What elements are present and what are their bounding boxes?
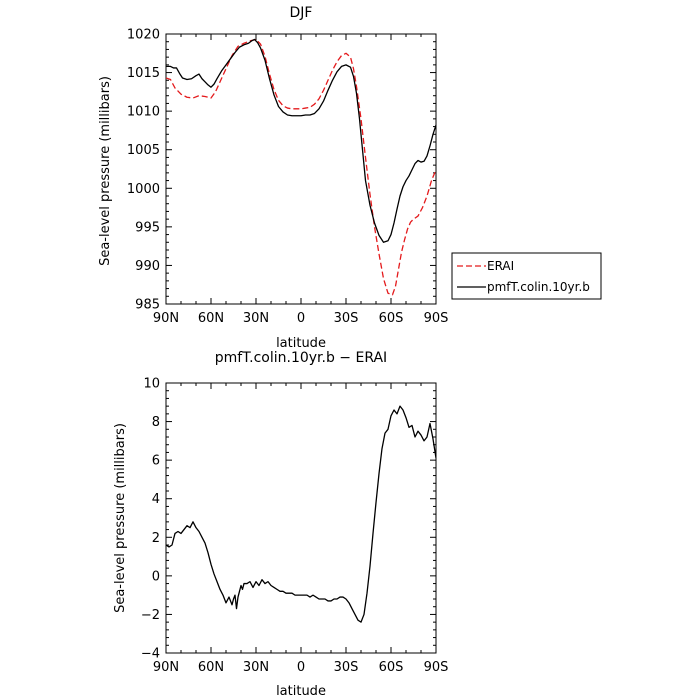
top-y-tick-label: 985 xyxy=(135,298,160,313)
top-y-tick-label: 995 xyxy=(135,220,160,235)
bottom-x-tick-label: 60S xyxy=(379,660,404,675)
bottom-x-tick-label: 30N xyxy=(243,660,269,675)
legend-label-pmft: pmfT.colin.10yr.b xyxy=(487,280,590,294)
top-x-tick-label: 60N xyxy=(198,311,224,326)
bottom-series-line-0 xyxy=(166,405,436,623)
top-plot-area: 90N 60N 30N 0 30S 60S 90S 985 990 995 1000 1005 1010… xyxy=(127,28,448,327)
legend: ERAI pmfT.colin.10yr.b xyxy=(451,252,602,300)
bottom-chart-title: pmfT.colin.10yr.b − ERAI xyxy=(215,350,387,366)
bottom-x-tick-label: 0 xyxy=(297,660,305,675)
top-x-tick-label: 0 xyxy=(297,311,305,326)
top-plot-frame xyxy=(165,33,437,305)
top-x-tick-label: 30S xyxy=(334,311,359,326)
bottom-y-tick-label: 2 xyxy=(152,531,160,546)
bottom-x-tick-label: 60N xyxy=(198,660,224,675)
top-x-tick-label: 30N xyxy=(243,311,269,326)
top-y-tick-label: 1015 xyxy=(127,66,160,81)
bottom-plot-frame xyxy=(165,382,437,654)
bottom-y-axis-label: Sea-level pressure (millibars) xyxy=(113,423,128,613)
bottom-y-tick-label: 8 xyxy=(152,415,160,430)
bottom-plot-area: 90N 60N 30N 0 30S 60S 90S −4 −2 0 2 4 6 8 10 xyxy=(141,377,449,676)
top-x-tick-label: 90N xyxy=(153,311,179,326)
bottom-x-tick-label: 90S xyxy=(424,660,449,675)
top-y-tick-label: 1000 xyxy=(127,182,160,197)
legend-label-erai: ERAI xyxy=(487,259,514,273)
legend-box xyxy=(451,252,602,300)
top-series-line-0 xyxy=(166,38,436,296)
top-x-tick-label: 90S xyxy=(424,311,449,326)
bottom-panel: pmfT.colin.10yr.b − ERAI 90N 60N 30N 0 30S 60… xyxy=(113,350,448,699)
bottom-x-tick-label: 90N xyxy=(153,660,179,675)
top-y-tick-label: 1005 xyxy=(127,143,160,158)
top-y-tick-label: 1010 xyxy=(127,105,160,120)
bottom-y-tick-label: 4 xyxy=(152,492,160,507)
bottom-y-tick-label: 6 xyxy=(152,454,160,469)
top-y-tick-label: 990 xyxy=(135,259,160,274)
top-x-tick-label: 60S xyxy=(379,311,404,326)
top-chart-title: DJF xyxy=(290,5,313,21)
top-panel: DJF 90N 60N 30N 0 30S 60S 90S 985 990 995 1000 1005… xyxy=(98,5,448,351)
bottom-y-tick-label: 10 xyxy=(143,377,160,392)
top-y-tick-label: 1020 xyxy=(127,28,160,43)
bottom-y-tick-label: −2 xyxy=(141,608,160,623)
bottom-x-axis-label: latitude xyxy=(276,684,326,699)
bottom-y-tick-label: 0 xyxy=(152,569,160,584)
top-series-line-1 xyxy=(166,38,436,243)
bottom-x-tick-label: 30S xyxy=(334,660,359,675)
bottom-y-tick-label: −4 xyxy=(141,647,160,662)
top-x-axis-label: latitude xyxy=(276,336,326,351)
top-y-axis-label: Sea-level pressure (millibars) xyxy=(98,76,113,266)
